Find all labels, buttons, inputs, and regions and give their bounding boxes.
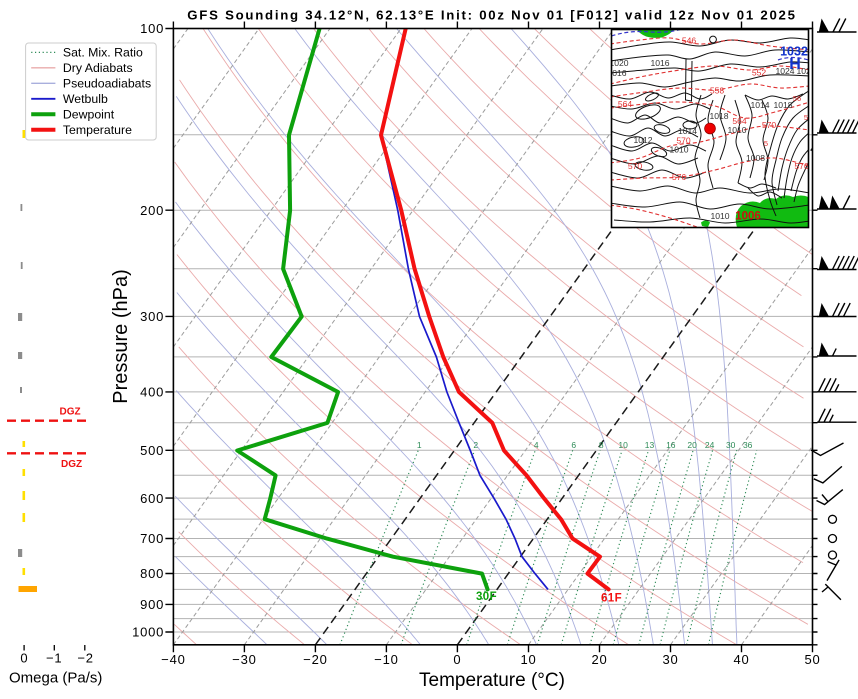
svg-text:10: 10	[618, 440, 628, 450]
svg-text:16: 16	[666, 440, 676, 450]
svg-text:5: 5	[764, 139, 768, 148]
svg-text:1018: 1018	[773, 100, 792, 110]
svg-text:50: 50	[804, 652, 820, 667]
svg-text:564: 564	[732, 116, 747, 126]
svg-text:800: 800	[140, 566, 164, 581]
svg-text:570: 570	[628, 161, 643, 171]
svg-text:30: 30	[662, 652, 678, 667]
svg-text:5: 5	[804, 113, 808, 122]
svg-text:1: 1	[417, 440, 422, 450]
svg-text:1016: 1016	[607, 68, 626, 78]
svg-text:1008: 1008	[746, 153, 765, 163]
svg-text:576: 576	[794, 161, 809, 171]
svg-text:−20: −20	[303, 652, 327, 667]
svg-text:552: 552	[752, 68, 767, 78]
svg-text:24: 24	[705, 440, 715, 450]
svg-text:DGZ: DGZ	[60, 407, 81, 418]
svg-text:1012: 1012	[633, 135, 652, 145]
svg-text:1000: 1000	[132, 625, 164, 640]
svg-text:56: 56	[793, 94, 801, 103]
svg-text:558: 558	[710, 86, 725, 96]
svg-text:20: 20	[687, 440, 697, 450]
svg-text:576: 576	[672, 172, 687, 182]
svg-text:DGZ: DGZ	[61, 459, 82, 470]
svg-text:−10: −10	[374, 652, 398, 667]
svg-text:61F: 61F	[601, 592, 622, 604]
svg-text:1010: 1010	[669, 145, 688, 155]
svg-text:1024: 1024	[775, 66, 794, 76]
svg-text:570: 570	[762, 120, 777, 130]
svg-text:Dry Adiabats: Dry Adiabats	[63, 61, 133, 75]
svg-text:13: 13	[645, 440, 655, 450]
svg-text:1032: 1032	[780, 45, 808, 59]
svg-text:Temperature (°C): Temperature (°C)	[419, 670, 565, 691]
svg-text:Temperature: Temperature	[63, 123, 132, 137]
svg-text:6: 6	[571, 440, 576, 450]
svg-text:564: 564	[618, 99, 633, 109]
svg-text:1018: 1018	[709, 111, 728, 121]
svg-text:1028: 1028	[796, 66, 815, 76]
svg-text:−2: −2	[77, 651, 93, 666]
svg-text:570: 570	[676, 136, 691, 146]
svg-text:−30: −30	[232, 652, 256, 667]
svg-text:Dewpoint: Dewpoint	[63, 108, 115, 122]
svg-text:1020: 1020	[609, 58, 628, 68]
svg-text:400: 400	[140, 385, 164, 400]
svg-text:200: 200	[140, 203, 164, 218]
svg-text:1010: 1010	[727, 125, 746, 135]
svg-text:40: 40	[733, 652, 749, 667]
svg-text:H: H	[789, 56, 801, 73]
svg-text:Pseudoadiabats: Pseudoadiabats	[63, 77, 151, 91]
svg-text:0: 0	[453, 652, 461, 667]
svg-text:0: 0	[20, 651, 28, 666]
svg-text:GFS Sounding 34.12°N, 62.13°E: GFS Sounding 34.12°N, 62.13°E Init: 00z …	[187, 8, 796, 23]
svg-text:1010: 1010	[710, 211, 729, 221]
svg-text:500: 500	[140, 443, 164, 458]
svg-text:Sat. Mix. Ratio: Sat. Mix. Ratio	[63, 46, 143, 60]
svg-text:30F: 30F	[476, 591, 497, 603]
svg-text:30: 30	[726, 440, 736, 450]
svg-text:700: 700	[140, 531, 164, 546]
svg-text:2: 2	[473, 440, 478, 450]
svg-text:600: 600	[140, 491, 164, 506]
svg-text:−1: −1	[46, 651, 62, 666]
svg-text:8: 8	[599, 440, 604, 450]
svg-text:Pressure (hPa): Pressure (hPa)	[110, 269, 132, 404]
svg-text:10: 10	[520, 652, 536, 667]
svg-text:900: 900	[140, 597, 164, 612]
svg-text:1016: 1016	[650, 58, 669, 68]
svg-text:36: 36	[743, 440, 753, 450]
svg-text:100: 100	[140, 21, 164, 36]
svg-text:1014: 1014	[678, 126, 697, 136]
svg-text:1006: 1006	[735, 211, 761, 223]
svg-text:−40: −40	[161, 652, 185, 667]
svg-text:Wetbulb: Wetbulb	[63, 92, 108, 106]
svg-text:546: 546	[682, 36, 697, 46]
svg-text:300: 300	[140, 309, 164, 324]
svg-text:1014: 1014	[750, 100, 769, 110]
svg-text:20: 20	[591, 652, 607, 667]
svg-text:Omega (Pa/s): Omega (Pa/s)	[9, 670, 102, 687]
svg-text:4: 4	[534, 440, 539, 450]
